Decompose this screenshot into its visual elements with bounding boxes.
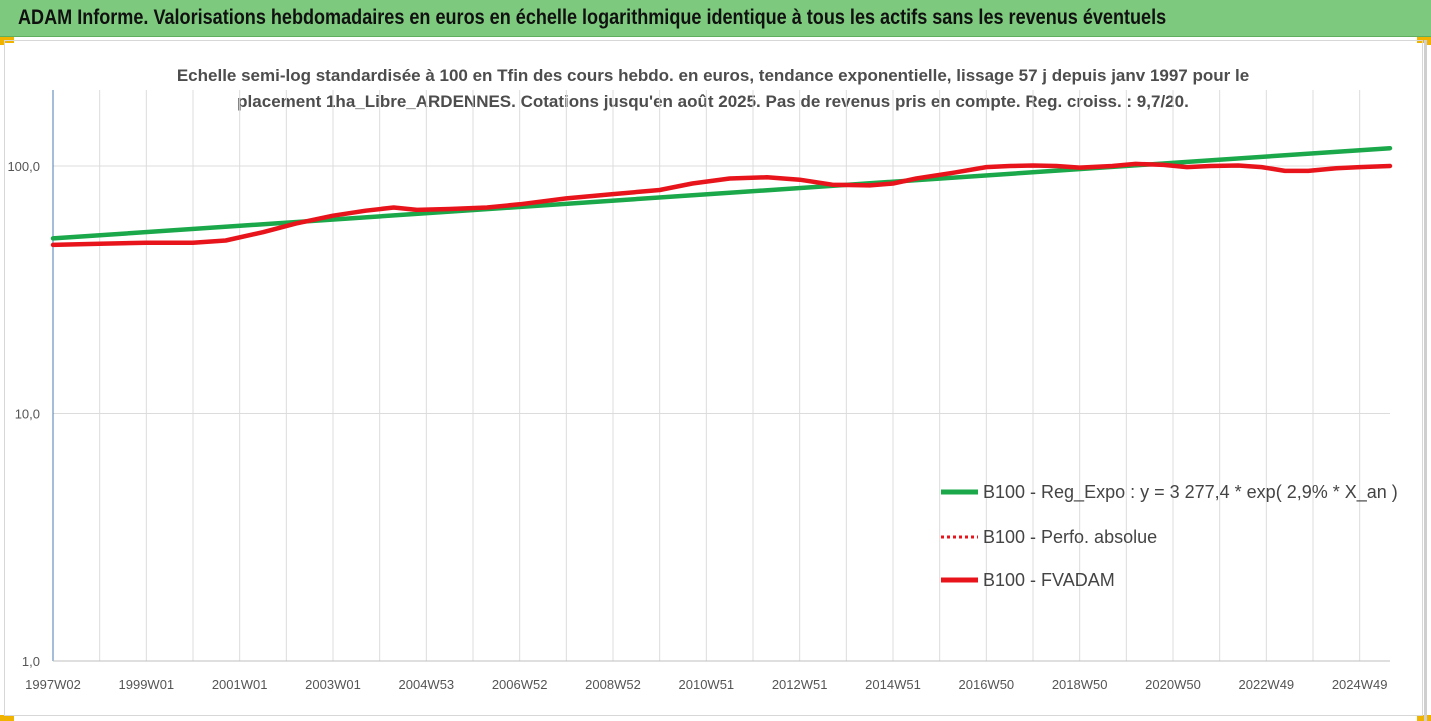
series-line-0 [50,145,1393,241]
x-tick-label: 2020W50 [1145,677,1201,692]
legend-label-0: B100 - Reg_Expo : y = 3 277,4 * exp( 2,9… [983,482,1398,503]
grid-lines [52,90,1390,662]
corner-mark-bottom-left [0,715,14,721]
legend: B100 - Reg_Expo : y = 3 277,4 * exp( 2,9… [941,482,1398,590]
series-lines [50,145,1393,248]
x-tick-label: 1999W01 [119,677,175,692]
x-tick-label: 2006W52 [492,677,548,692]
corner-mark-top-right-v [1426,37,1431,45]
legend-label-1: B100 - Perfo. absolue [983,527,1157,547]
x-tick-label: 2001W01 [212,677,268,692]
x-tick-label: 2018W50 [1052,677,1108,692]
series-line-2 [50,161,1393,248]
chart-subtitle-line-2: placement 1ha_Libre_ARDENNES. Cotations … [237,92,1189,111]
report-title: ADAM Informe. Valorisations hebdomadaire… [18,6,1167,29]
corner-mark-top-left-v [0,37,5,45]
chart-frame [4,40,1423,716]
frame-shadow [1424,40,1427,721]
x-tick-label: 2016W50 [959,677,1015,692]
x-tick-label: 2022W49 [1239,677,1295,692]
x-tick-label: 2004W53 [399,677,455,692]
x-tick-label: 2010W51 [679,677,735,692]
y-tick-label: 100,0 [7,159,40,174]
x-tick-label: 1997W02 [25,677,81,692]
y-tick-label: 1,0 [22,654,40,669]
chart-subtitle-line-1: Echelle semi-log standardisée à 100 en T… [177,66,1249,85]
legend-label-2: B100 - FVADAM [983,570,1115,590]
x-tick-label: 2003W01 [305,677,361,692]
x-tick-label: 2024W49 [1332,677,1388,692]
axes: 1,0 10,0 100,0 1997W02 1999W01 2001W01 2003W01… [7,90,1390,692]
x-tick-label: 2008W52 [585,677,641,692]
y-tick-label: 10,0 [15,407,40,422]
x-tick-label: 2012W51 [772,677,828,692]
x-tick-label: 2014W51 [865,677,921,692]
header-bar: ADAM Informe. Valorisations hebdomadaire… [0,0,1431,37]
